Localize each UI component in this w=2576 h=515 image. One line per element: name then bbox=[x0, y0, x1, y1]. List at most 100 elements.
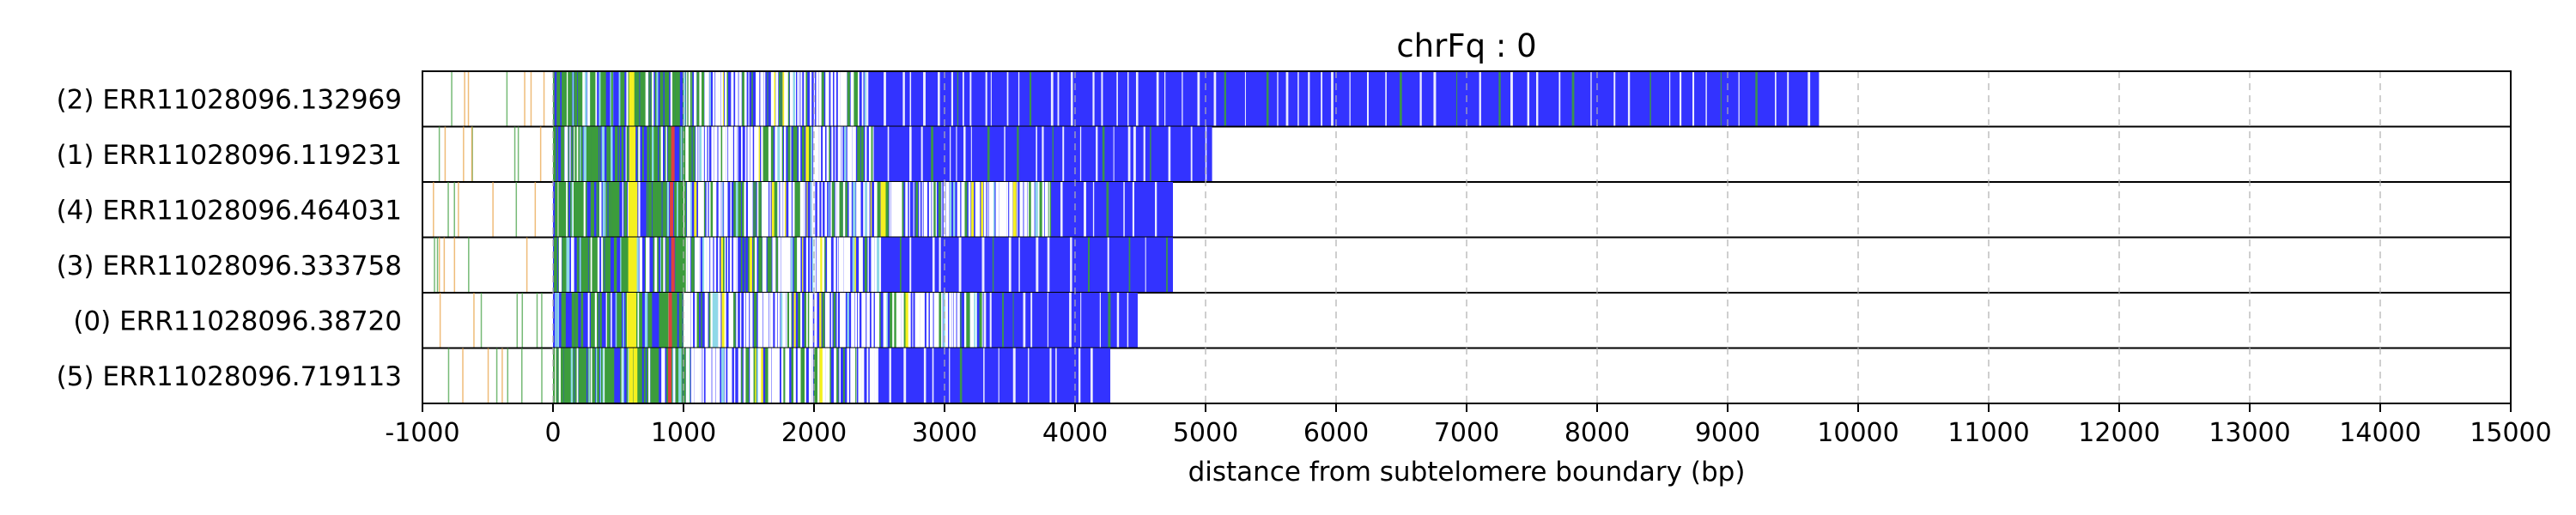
variant-mark bbox=[709, 71, 711, 127]
variant-mark bbox=[561, 293, 563, 348]
variant-mark bbox=[648, 348, 651, 403]
gap-mark bbox=[1787, 71, 1789, 127]
variant-mark bbox=[690, 71, 692, 127]
variant-mark-red bbox=[668, 293, 672, 348]
variant-mark bbox=[836, 348, 839, 403]
variant-mark bbox=[793, 348, 796, 403]
variant-mark bbox=[694, 348, 698, 403]
variant-mark bbox=[920, 293, 924, 348]
variant-mark bbox=[723, 237, 726, 293]
variant-mark-yellow bbox=[630, 126, 636, 182]
variant-mark bbox=[600, 71, 604, 127]
variant-mark bbox=[581, 182, 585, 238]
variant-mark bbox=[574, 71, 578, 127]
variant-mark bbox=[652, 348, 654, 403]
variant-mark bbox=[868, 126, 872, 182]
variant-mark bbox=[991, 182, 994, 238]
variant-mark bbox=[822, 237, 826, 293]
variant-mark bbox=[683, 293, 688, 348]
variant-mark-red bbox=[671, 237, 675, 293]
variant-mark bbox=[761, 126, 764, 182]
x-tick-label: 1000 bbox=[651, 418, 716, 448]
variant-mark bbox=[593, 71, 597, 127]
x-tick-label: 7000 bbox=[1434, 418, 1499, 448]
variant-mark bbox=[744, 126, 747, 182]
variant-mark bbox=[842, 182, 846, 238]
gap-mark bbox=[903, 348, 907, 403]
variant-mark bbox=[571, 293, 575, 348]
variant-mark bbox=[653, 237, 655, 293]
gap-mark bbox=[938, 71, 940, 127]
variant-mark bbox=[775, 126, 778, 182]
variant-mark bbox=[694, 71, 697, 127]
variant-mark bbox=[961, 182, 964, 238]
variant-mark bbox=[794, 182, 799, 238]
variant-mark bbox=[582, 71, 586, 127]
variant-mark bbox=[588, 237, 591, 293]
gap-mark bbox=[1277, 71, 1279, 127]
variant-mark bbox=[863, 293, 866, 348]
variant-mark bbox=[611, 126, 613, 182]
variant-mark bbox=[797, 71, 799, 127]
variant-mark bbox=[556, 348, 558, 403]
variant-mark bbox=[587, 126, 589, 182]
gap-mark bbox=[1527, 71, 1530, 127]
variant-mark bbox=[833, 237, 836, 293]
variant-mark bbox=[731, 71, 734, 127]
variant-mark bbox=[852, 71, 854, 127]
variant-mark bbox=[592, 237, 597, 293]
gap-mark bbox=[1116, 71, 1118, 127]
variant-mark bbox=[827, 71, 829, 127]
variant-mark bbox=[563, 293, 565, 348]
variant-mark bbox=[979, 293, 983, 348]
variant-mark bbox=[727, 348, 732, 403]
variant-mark bbox=[798, 293, 801, 348]
gap-mark bbox=[1145, 237, 1146, 293]
variant-mark bbox=[598, 71, 602, 127]
variant-mark bbox=[901, 293, 904, 348]
variant-mark bbox=[663, 237, 665, 293]
variant-mark bbox=[818, 71, 822, 127]
variant-mark bbox=[775, 71, 779, 127]
variant-mark bbox=[664, 182, 667, 238]
variant-mark bbox=[792, 182, 795, 238]
variant-mark bbox=[789, 71, 793, 127]
variant-mark bbox=[943, 293, 945, 348]
gap-mark bbox=[1036, 237, 1039, 293]
variant-mark bbox=[804, 293, 807, 348]
variant-mark bbox=[661, 293, 665, 348]
variant-mark bbox=[770, 293, 774, 348]
variant-mark bbox=[622, 348, 624, 403]
variant-mark bbox=[653, 348, 656, 403]
variant-mark bbox=[823, 126, 825, 182]
variant-mark bbox=[779, 71, 781, 127]
variant-mark bbox=[596, 126, 599, 182]
gap-mark bbox=[951, 71, 953, 127]
variant-mark bbox=[690, 182, 692, 238]
variant-mark bbox=[677, 182, 680, 238]
variant-mark bbox=[898, 182, 901, 238]
variant-mark bbox=[726, 71, 728, 127]
pre-boundary-mark bbox=[515, 182, 518, 238]
row-label: (0) ERR11028096.38720 bbox=[73, 306, 402, 336]
pre-boundary-mark bbox=[543, 71, 545, 127]
variant-mark bbox=[718, 126, 722, 182]
variant-mark bbox=[657, 237, 659, 293]
pre-boundary-mark bbox=[471, 126, 473, 182]
variant-mark bbox=[556, 126, 558, 182]
plot-area bbox=[422, 70, 2512, 404]
variant-mark-yellow bbox=[631, 182, 638, 238]
variant-mark bbox=[731, 126, 733, 182]
gap-mark bbox=[1213, 71, 1217, 127]
variant-mark bbox=[663, 293, 665, 348]
variant-mark bbox=[710, 293, 714, 348]
gap-mark bbox=[1078, 348, 1081, 403]
variant-mark bbox=[1001, 182, 1005, 238]
gap-mark bbox=[1297, 71, 1299, 127]
variant-mark bbox=[923, 182, 927, 238]
variant-mark bbox=[781, 71, 783, 127]
variant-mark bbox=[553, 348, 557, 403]
variant-mark bbox=[765, 348, 769, 403]
variant-mark bbox=[843, 71, 848, 127]
variant-mark bbox=[758, 126, 760, 182]
